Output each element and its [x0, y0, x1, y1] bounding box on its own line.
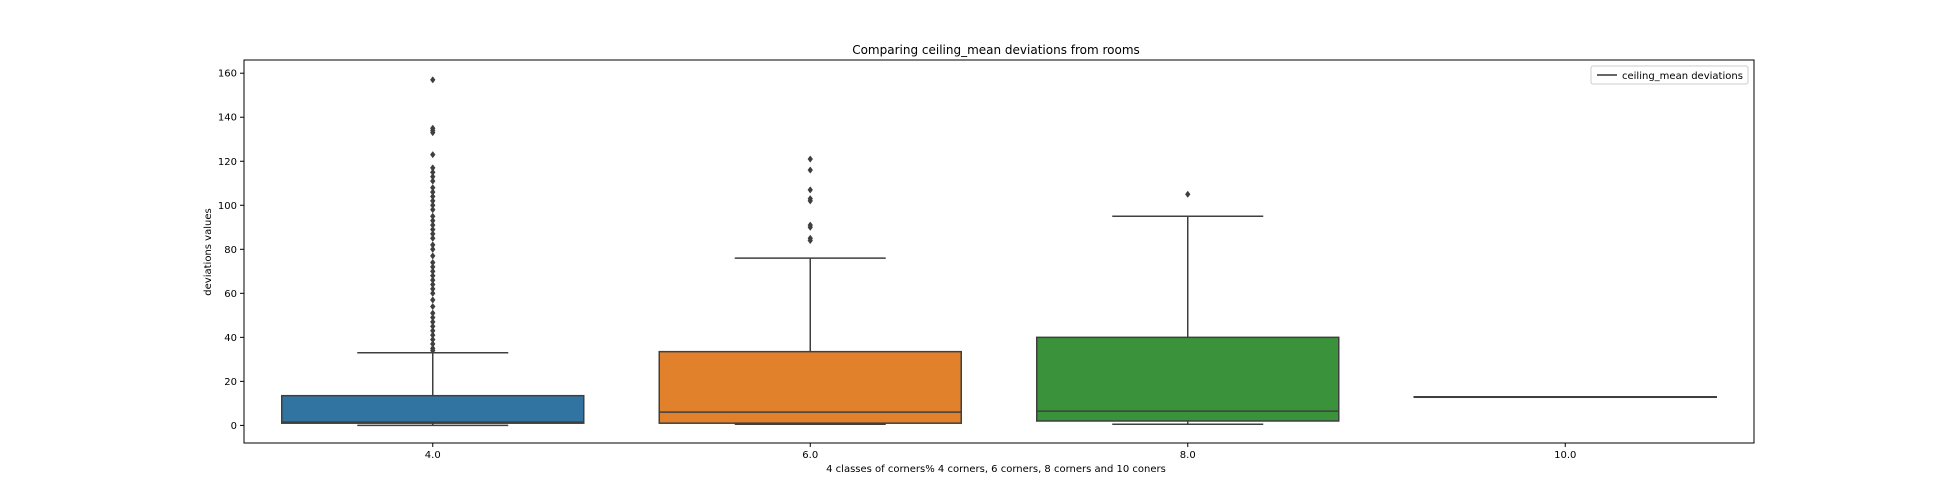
- box-group-4.0: [281, 76, 585, 427]
- x-tick-label: 10.0: [1554, 450, 1576, 461]
- outlier-point: [430, 241, 436, 249]
- y-axis: 0 20 40 60 80 100 120 140 160: [218, 69, 244, 432]
- y-axis-label: deviations values: [203, 208, 214, 295]
- outlier-point: [430, 217, 436, 225]
- outlier-point: [430, 344, 436, 352]
- outlier-point: [807, 186, 813, 194]
- outlier-point: [430, 221, 436, 229]
- outlier-point: [430, 76, 436, 84]
- x-axis-label: 4 classes of corners% 4 corners, 6 corne…: [826, 464, 1166, 475]
- y-tick-label: 160: [218, 69, 237, 80]
- outlier-point: [430, 335, 436, 344]
- outlier-point: [430, 168, 436, 176]
- outlier-point: [430, 258, 436, 267]
- y-tick-label: 140: [218, 113, 237, 124]
- outlier-point: [430, 276, 436, 284]
- y-tick-label: 120: [218, 157, 237, 168]
- outlier-point: [430, 272, 436, 280]
- outlier-point: [430, 177, 436, 185]
- outlier-point: [430, 192, 436, 201]
- outlier-point: [430, 322, 436, 330]
- outlier-point: [430, 318, 436, 326]
- outlier-point: [430, 340, 436, 348]
- outlier-point: [430, 285, 436, 293]
- box-iqr: [281, 394, 585, 424]
- box-iqr: [1036, 336, 1340, 422]
- legend: ceiling_mean deviations: [1590, 65, 1749, 85]
- outlier-point: [430, 230, 436, 238]
- outlier-point: [430, 245, 436, 253]
- outlier-point: [430, 289, 436, 297]
- box-group-6.0: [658, 155, 962, 426]
- box-group-10.0: [1413, 396, 1717, 399]
- outlier-point: [430, 296, 436, 304]
- y-tick-label: 60: [224, 289, 237, 300]
- outlier-point: [430, 197, 436, 205]
- outlier-point: [430, 331, 436, 339]
- outlier-point: [430, 313, 436, 322]
- outlier-point: [430, 184, 436, 192]
- legend-label: ceiling_mean deviations: [1622, 71, 1743, 82]
- outlier-point: [807, 234, 813, 242]
- outlier-point: [430, 280, 436, 289]
- outlier-point: [807, 195, 813, 203]
- x-tick-label: 8.0: [1180, 450, 1196, 461]
- x-tick-label: 4.0: [425, 450, 441, 461]
- outlier-point: [430, 234, 436, 242]
- outlier-point: [807, 155, 813, 163]
- outlier-point: [1185, 190, 1191, 198]
- y-tick-label: 40: [224, 333, 237, 344]
- x-tick-label: 6.0: [802, 450, 818, 461]
- outlier-point: [430, 302, 436, 311]
- outlier-point: [430, 225, 436, 234]
- outlier-point: [430, 188, 436, 196]
- outlier-point: [430, 309, 436, 317]
- outlier-point: [430, 212, 436, 220]
- outlier-point: [430, 263, 436, 271]
- chart-title: Comparing ceiling_mean deviations from r…: [852, 43, 1140, 57]
- x-axis: 4.0 6.0 8.0 10.0: [425, 443, 1576, 461]
- outlier-point: [430, 173, 436, 181]
- box-iqr: [658, 350, 962, 424]
- outlier-point: [430, 206, 436, 214]
- outlier-point: [430, 124, 436, 132]
- outlier-point: [430, 151, 436, 159]
- outlier-point: [430, 201, 436, 209]
- outlier-point: [807, 221, 813, 229]
- y-tick-label: 20: [224, 377, 237, 388]
- outlier-point: [430, 267, 436, 275]
- y-tick-label: 100: [218, 201, 237, 212]
- plot-frame: [243, 59, 1755, 444]
- boxes-layer: [281, 76, 1717, 427]
- outlier-point: [430, 252, 436, 260]
- y-tick-label: 80: [224, 245, 237, 256]
- y-tick-label: 0: [231, 421, 237, 432]
- box-group-8.0: [1036, 190, 1340, 426]
- outlier-point: [807, 166, 813, 174]
- outlier-point: [430, 327, 436, 335]
- outlier-point: [430, 164, 436, 172]
- legend-frame: [1590, 65, 1749, 85]
